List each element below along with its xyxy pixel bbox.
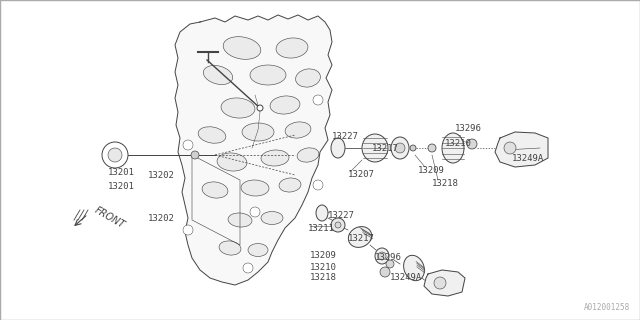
Circle shape — [257, 105, 263, 111]
Text: 13249A: 13249A — [390, 273, 422, 282]
Ellipse shape — [404, 255, 424, 281]
Text: 13207: 13207 — [348, 170, 375, 179]
Ellipse shape — [297, 148, 319, 162]
Text: 13201: 13201 — [108, 167, 135, 177]
Circle shape — [191, 151, 199, 159]
Circle shape — [504, 142, 516, 154]
Text: 13296: 13296 — [375, 253, 402, 262]
Ellipse shape — [348, 227, 372, 247]
Ellipse shape — [276, 38, 308, 58]
Circle shape — [380, 267, 390, 277]
Ellipse shape — [279, 178, 301, 192]
Ellipse shape — [261, 150, 289, 166]
Ellipse shape — [219, 241, 241, 255]
Circle shape — [313, 95, 323, 105]
Circle shape — [313, 180, 323, 190]
Circle shape — [102, 142, 128, 168]
Circle shape — [395, 143, 405, 153]
Ellipse shape — [285, 122, 311, 138]
Text: 13217: 13217 — [372, 143, 399, 153]
Text: 13209: 13209 — [418, 165, 445, 174]
Ellipse shape — [331, 138, 345, 158]
Ellipse shape — [202, 182, 228, 198]
Text: 13218: 13218 — [310, 274, 337, 283]
Text: 13227: 13227 — [328, 211, 355, 220]
Ellipse shape — [316, 205, 328, 221]
Text: 13210: 13210 — [310, 262, 337, 271]
Ellipse shape — [223, 37, 261, 59]
Ellipse shape — [228, 213, 252, 227]
Polygon shape — [424, 270, 465, 296]
Circle shape — [183, 225, 193, 235]
Text: A012001258: A012001258 — [584, 303, 630, 312]
Text: 13249A: 13249A — [512, 154, 544, 163]
Circle shape — [250, 207, 260, 217]
Circle shape — [331, 218, 345, 232]
Circle shape — [378, 252, 386, 260]
Ellipse shape — [375, 248, 389, 264]
Circle shape — [243, 263, 253, 273]
Text: 13201: 13201 — [108, 181, 135, 190]
Ellipse shape — [261, 212, 283, 225]
Ellipse shape — [204, 66, 233, 84]
Circle shape — [410, 145, 416, 151]
Circle shape — [108, 148, 122, 162]
Ellipse shape — [442, 133, 464, 163]
Circle shape — [183, 140, 193, 150]
Ellipse shape — [391, 137, 409, 159]
Text: 13202: 13202 — [148, 171, 175, 180]
Text: 13210: 13210 — [445, 139, 472, 148]
Circle shape — [428, 144, 436, 152]
Ellipse shape — [217, 153, 247, 171]
Text: 13211: 13211 — [308, 223, 335, 233]
Circle shape — [386, 260, 394, 268]
Ellipse shape — [250, 65, 286, 85]
Circle shape — [335, 222, 341, 228]
Text: 13227: 13227 — [332, 132, 359, 140]
Ellipse shape — [270, 96, 300, 114]
Ellipse shape — [242, 123, 274, 141]
Polygon shape — [495, 132, 548, 167]
Ellipse shape — [221, 98, 255, 118]
Text: 13296: 13296 — [455, 124, 482, 132]
Ellipse shape — [248, 244, 268, 257]
Circle shape — [434, 277, 446, 289]
Ellipse shape — [198, 127, 226, 143]
Text: FRONT: FRONT — [93, 205, 127, 231]
Text: 13217: 13217 — [348, 234, 375, 243]
Text: 13209: 13209 — [310, 252, 337, 260]
Text: 13218: 13218 — [432, 179, 459, 188]
Polygon shape — [175, 15, 332, 285]
Circle shape — [467, 139, 477, 149]
Text: 13202: 13202 — [148, 213, 175, 222]
Ellipse shape — [241, 180, 269, 196]
Ellipse shape — [362, 134, 388, 162]
Ellipse shape — [296, 69, 321, 87]
